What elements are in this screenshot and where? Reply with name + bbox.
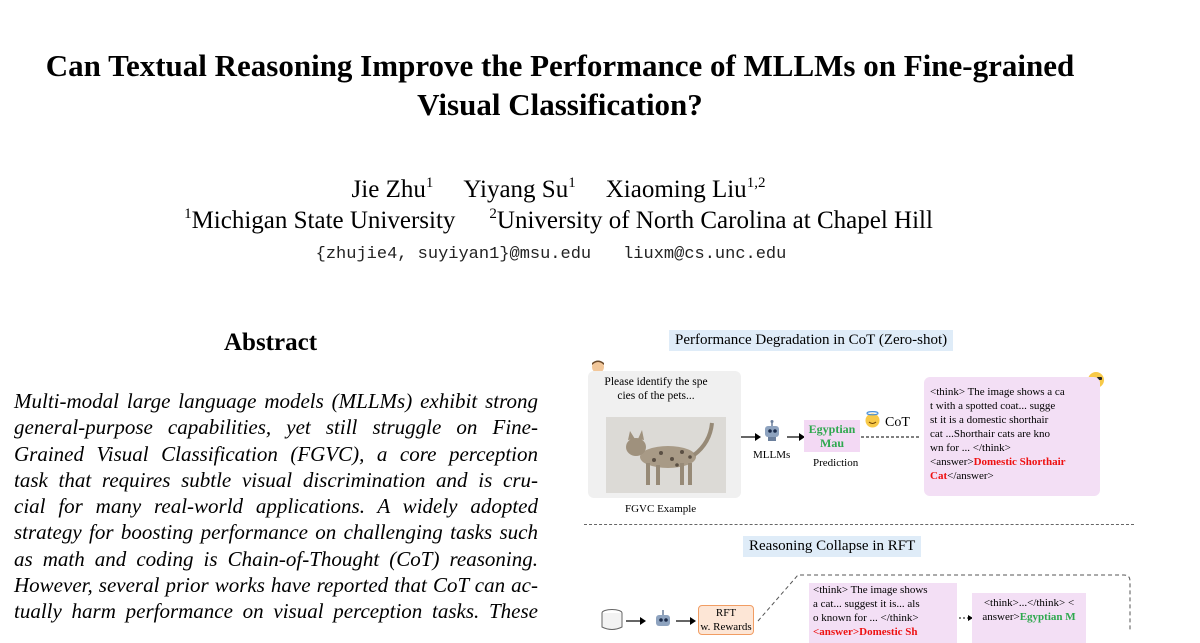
rft-dashed-frame xyxy=(757,574,1131,630)
title-line-1: Can Textual Reasoning Improve the Perfor… xyxy=(45,48,1075,83)
abstract-line: However, several prior works have report… xyxy=(14,573,538,598)
rft-input-icons xyxy=(601,609,696,630)
author-list: Jie Zhu1 Yiyang Su1 Xiaoming Liu1,2 xyxy=(0,174,1117,206)
fgvc-caption: FGVC Example xyxy=(625,503,697,515)
abstract-line: general-purpose capabilities, yet still … xyxy=(14,415,538,440)
abstract-heading: Abstract xyxy=(224,329,318,356)
abstract-line: as math and coding is Chain-of-Thought (… xyxy=(14,546,538,571)
response-answer: <answer>Domestic Shorthair xyxy=(930,456,1066,468)
cot-response-box: <think> The image shows a ca t with a sp… xyxy=(924,377,1100,496)
abstract-line: strategy for boosting performance on cha… xyxy=(14,520,538,545)
author-name: Jie Zhu xyxy=(351,176,426,203)
paper-title: Can Textual Reasoning Improve the Perfor… xyxy=(20,46,1100,124)
robot-icon xyxy=(765,420,779,441)
rft-short-think-box: <think>...</think> < answer>Egyptian M xyxy=(972,593,1086,643)
rft-think-box: <think> The image shows a cat... suggest… xyxy=(809,583,957,643)
email-msu: {zhujie4, suyiyan1}@msu.edu xyxy=(315,245,592,264)
prediction-box: Egyptian Mau xyxy=(804,420,860,452)
affiliation-list: 1Michigan State University 2University of… xyxy=(0,205,1117,237)
author-name: Yiyang Su xyxy=(463,176,569,203)
teaser-figure: Performance Degradation in CoT (Zero-sho… xyxy=(580,325,1140,643)
affil-mark: 2 xyxy=(489,206,497,222)
title-line-2: Visual Classification? xyxy=(417,87,703,122)
email-list: {zhujie4, suyiyan1}@msu.edu liuxm@cs.unc.… xyxy=(0,243,1102,267)
abstract-line: task that requires subtle visual discrim… xyxy=(14,467,538,492)
cat-photo xyxy=(606,417,726,493)
abstract-line: tually harm performance on visual percep… xyxy=(14,599,538,624)
arrows xyxy=(741,433,919,441)
abstract-line: Multi-modal large language models (MLLMs… xyxy=(14,389,538,413)
author-name: Xiaoming Liu xyxy=(605,176,747,203)
affil-mark: 1 xyxy=(184,206,192,222)
email-unc: liuxm@cs.unc.edu xyxy=(623,245,787,264)
prompt-text: Please identify the spe cies of the pets… xyxy=(604,376,708,402)
prediction-label: Prediction xyxy=(813,457,859,469)
affiliation-name: Michigan State University xyxy=(191,207,456,234)
author-affil-mark: 1 xyxy=(568,175,576,191)
abstract-body: Multi-modal large language models (MLLMs… xyxy=(14,388,538,625)
top-banner: Performance Degradation in CoT (Zero-sho… xyxy=(669,330,954,351)
mllm-label: MLLMs xyxy=(753,449,791,461)
halo-face-icon xyxy=(865,411,880,428)
affiliation-name: University of North Carolina at Chapel H… xyxy=(496,207,933,234)
rft-box: RFT w. Rewards xyxy=(698,605,754,635)
section-divider xyxy=(584,524,1134,525)
author-affil-mark: 1 xyxy=(425,175,434,191)
abstract-line: cial for many real-world applications. A… xyxy=(14,494,538,519)
bottom-banner: Reasoning Collapse in RFT xyxy=(743,536,922,557)
abstract-line: Grained Visual Classification (FGVC), a … xyxy=(14,441,538,466)
cot-label: CoT xyxy=(885,415,910,430)
cat-illustration xyxy=(606,417,726,493)
author-affil-mark: 1,2 xyxy=(746,175,766,191)
